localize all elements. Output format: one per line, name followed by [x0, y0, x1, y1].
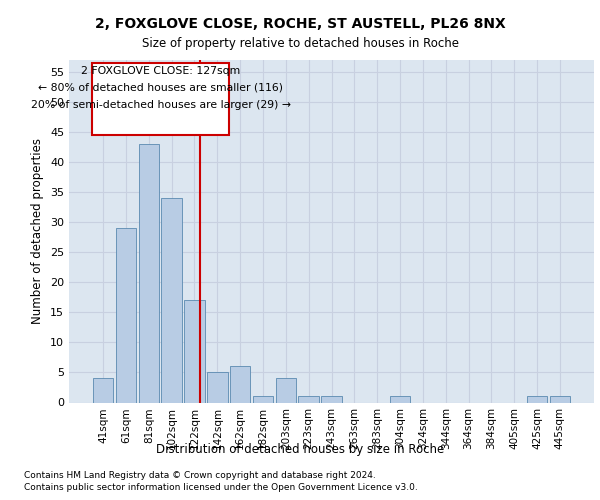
Bar [321, 396, 342, 402]
Text: ← 80% of detached houses are smaller (116): ← 80% of detached houses are smaller (11… [38, 83, 283, 93]
Bar [139, 144, 159, 403]
Bar [116, 228, 136, 402]
Text: 20% of semi-detached houses are larger (29) →: 20% of semi-detached houses are larger (… [31, 100, 290, 110]
Bar [161, 198, 182, 402]
Text: Size of property relative to detached houses in Roche: Size of property relative to detached ho… [142, 38, 458, 51]
Bar [184, 300, 205, 402]
Bar [298, 396, 319, 402]
Text: Contains HM Land Registry data © Crown copyright and database right 2024.: Contains HM Land Registry data © Crown c… [24, 471, 376, 480]
Text: 2, FOXGLOVE CLOSE, ROCHE, ST AUSTELL, PL26 8NX: 2, FOXGLOVE CLOSE, ROCHE, ST AUSTELL, PL… [95, 18, 505, 32]
Bar [390, 396, 410, 402]
Bar [527, 396, 547, 402]
Bar [230, 366, 250, 402]
Text: Distribution of detached houses by size in Roche: Distribution of detached houses by size … [156, 442, 444, 456]
FancyBboxPatch shape [92, 63, 229, 135]
Text: Contains public sector information licensed under the Open Government Licence v3: Contains public sector information licen… [24, 482, 418, 492]
Bar [275, 378, 296, 402]
Bar [207, 372, 227, 402]
Bar [93, 378, 113, 402]
Y-axis label: Number of detached properties: Number of detached properties [31, 138, 44, 324]
Bar [253, 396, 273, 402]
Bar [550, 396, 570, 402]
Text: 2 FOXGLOVE CLOSE: 127sqm: 2 FOXGLOVE CLOSE: 127sqm [81, 66, 241, 76]
